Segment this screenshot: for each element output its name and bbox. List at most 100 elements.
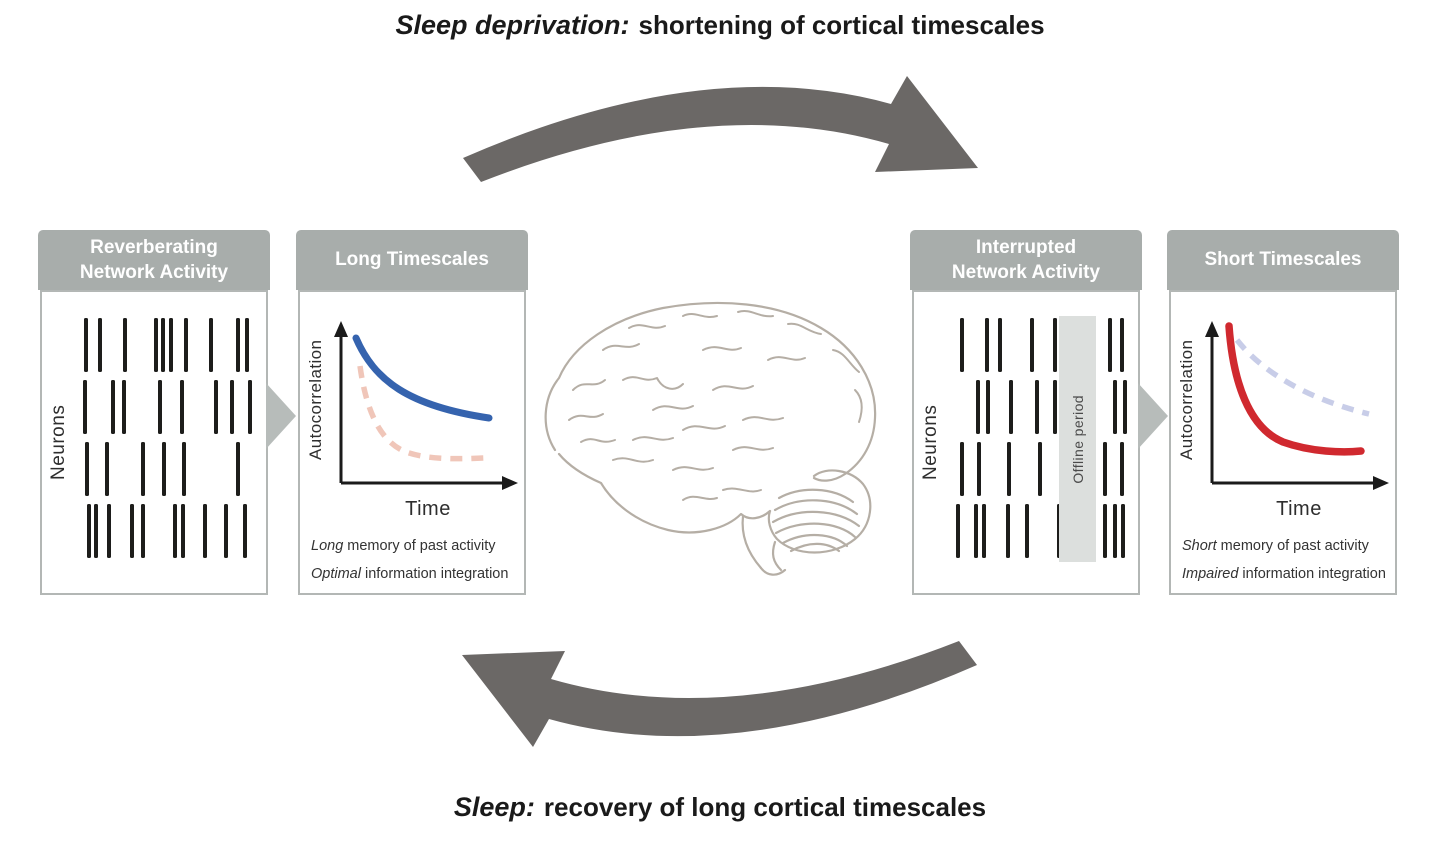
brain-illustration — [544, 301, 877, 576]
spike-raster: Offline period — [950, 316, 1127, 562]
spike-mark — [208, 318, 213, 372]
spike-mark — [182, 442, 187, 496]
top-banner-rest: shortening of cortical timescales — [638, 10, 1045, 40]
spike-mark — [1030, 318, 1035, 372]
panel-reverberating-network-activity: Reverberating Network Activity Neurons — [38, 230, 270, 595]
panel-connector-arrow-icon — [266, 383, 296, 449]
raster-row — [950, 380, 1127, 434]
spike-mark — [1113, 504, 1118, 558]
spike-mark — [976, 380, 981, 434]
panel-header: Reverberating Network Activity — [38, 230, 270, 290]
spike-mark — [213, 380, 218, 434]
spike-mark — [974, 504, 979, 558]
raster-row — [950, 318, 1126, 372]
spike-mark — [98, 318, 103, 372]
spike-mark — [158, 380, 163, 434]
raster-row — [78, 442, 254, 496]
spike-mark — [223, 504, 228, 558]
annotation-memory: Short memory of past activity — [1182, 538, 1369, 554]
spike-mark — [1056, 504, 1061, 558]
spike-mark — [1035, 380, 1039, 434]
spike-mark — [130, 504, 135, 558]
spike-mark — [203, 504, 208, 558]
panel-body: Autocorrelation Time Long memory of past … — [298, 290, 526, 595]
time-axis-label: Time — [1276, 498, 1322, 520]
panel-body: Neurons Offline period — [912, 290, 1140, 595]
spike-mark — [86, 504, 91, 558]
bottom-banner: Sleep: recovery of long cortical timescal… — [0, 792, 1440, 823]
dashed-short-timescale-curve — [357, 365, 485, 462]
spike-mark — [111, 380, 116, 434]
spike-mark — [243, 504, 248, 558]
cycle-arrow-left-icon — [462, 641, 977, 747]
annotation-memory: Long memory of past activity — [311, 538, 496, 554]
cycle-arrow-right-icon — [463, 76, 978, 182]
spike-mark — [1123, 380, 1127, 434]
spike-mark — [180, 504, 185, 558]
spike-mark — [121, 380, 126, 434]
panel-body: Autocorrelation Time Short memory of past… — [1169, 290, 1397, 595]
spike-mark — [168, 318, 173, 372]
spike-mark — [1113, 380, 1118, 434]
panel-title-line1: Reverberating — [90, 236, 218, 258]
spike-mark — [248, 380, 253, 434]
y-axis-arrowhead-icon — [334, 321, 348, 337]
panel-title: Short Timescales — [1204, 249, 1362, 271]
spike-mark — [985, 318, 990, 372]
top-banner: Sleep deprivation: shortening of cortical… — [0, 10, 1440, 41]
spike-mark — [1102, 442, 1107, 496]
spike-mark — [82, 380, 87, 434]
spike-mark — [959, 442, 964, 496]
spike-mark — [161, 442, 166, 496]
spike-mark — [1052, 380, 1057, 434]
panel-body: Neurons — [40, 290, 268, 595]
spike-mark — [107, 504, 112, 558]
spike-mark — [986, 380, 991, 434]
x-axis-arrowhead-icon — [1373, 476, 1389, 490]
spike-mark — [1121, 504, 1126, 558]
spike-mark — [1108, 318, 1113, 372]
spike-mark — [1120, 442, 1125, 496]
panel-title: Long Timescales — [335, 249, 489, 271]
spike-mark — [84, 442, 89, 496]
dashed-long-timescale-curve — [1234, 338, 1370, 417]
bottom-banner-lead: Sleep: — [453, 792, 535, 822]
spike-mark — [1120, 318, 1125, 372]
spike-mark — [140, 442, 145, 496]
bottom-banner-rest: recovery of long cortical timescales — [543, 792, 987, 822]
spike-mark — [161, 318, 166, 372]
panel-short-timescales: Short Timescales Autocorrelation Time Sh… — [1167, 230, 1399, 595]
panel-header: Long Timescales — [296, 230, 528, 290]
autocorrelation-plot — [334, 321, 518, 490]
annotation-integration: Impaired information integration — [1182, 566, 1386, 582]
spike-mark — [183, 318, 188, 372]
spike-mark — [1025, 504, 1030, 558]
spike-mark — [1005, 504, 1010, 558]
spike-mark — [1006, 442, 1011, 496]
spike-mark — [235, 442, 240, 496]
spike-mark — [1008, 380, 1013, 434]
spike-mark — [122, 318, 127, 372]
top-banner-lead: Sleep deprivation: — [395, 10, 630, 40]
solid-short-timescale-curve — [1225, 322, 1365, 456]
x-axis-arrowhead-icon — [502, 476, 518, 490]
neurons-axis-label: Neurons — [48, 404, 69, 480]
panel-interrupted-network-activity: Interrupted Network Activity Neurons Off… — [910, 230, 1142, 595]
panel-long-timescales: Long Timescales Autocorrelation Time Lon… — [296, 230, 528, 595]
autocorrelation-plot — [1205, 321, 1389, 490]
raster-row — [950, 504, 1126, 558]
spike-mark — [997, 318, 1002, 372]
panel-connector-arrow-icon — [1138, 383, 1168, 449]
spike-mark — [977, 442, 982, 496]
spike-mark — [982, 504, 987, 558]
panel-header: Short Timescales — [1167, 230, 1399, 290]
neurons-axis-label: Neurons — [920, 404, 941, 480]
spike-mark — [83, 318, 88, 372]
panel-header: Interrupted Network Activity — [910, 230, 1142, 290]
spike-mark — [105, 442, 110, 496]
raster-row — [78, 380, 254, 434]
y-axis-arrowhead-icon — [1205, 321, 1219, 337]
spike-mark — [959, 318, 964, 372]
raster-row — [950, 442, 1126, 496]
